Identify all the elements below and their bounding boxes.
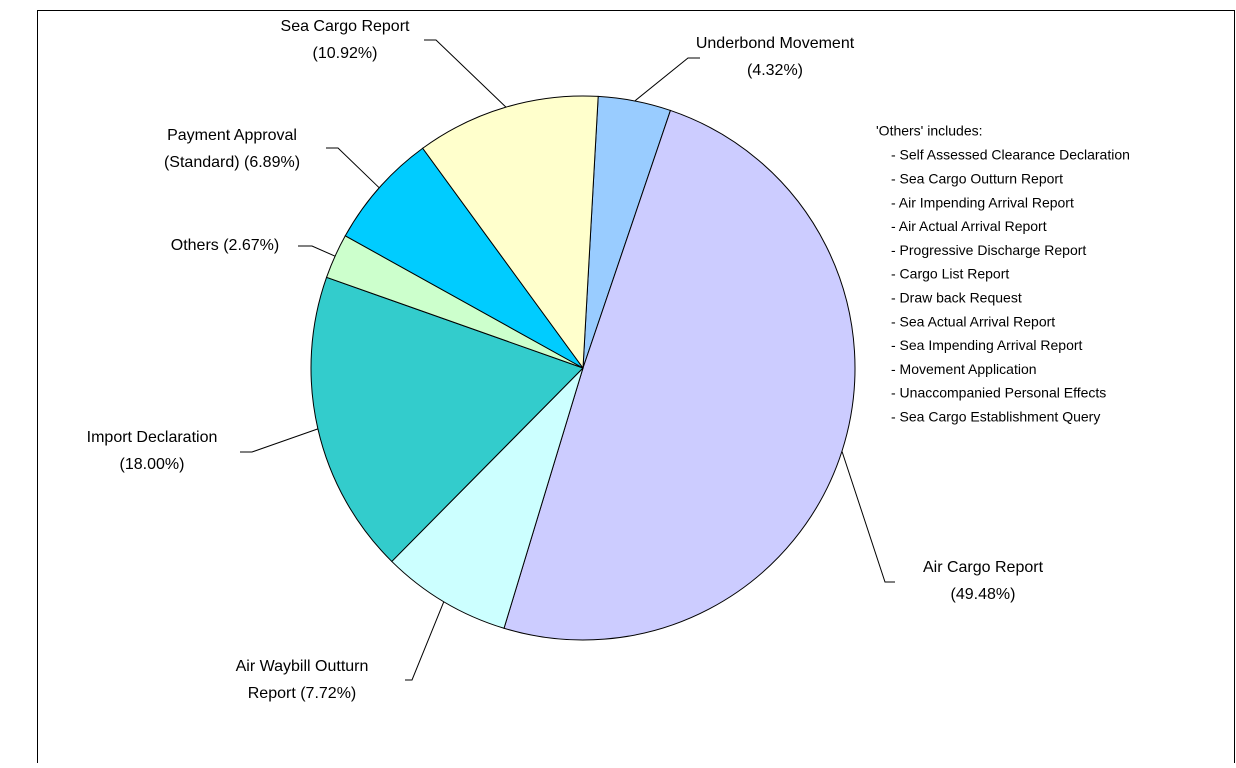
slice-label: Others (2.67%): [171, 237, 279, 254]
note-item: - Self Assessed Clearance Declaration: [891, 147, 1130, 163]
note-item: - Movement Application: [891, 361, 1037, 377]
leader-line: [240, 428, 319, 453]
pie-slice: [344, 147, 584, 369]
slice-label: Report (7.72%): [248, 685, 357, 702]
leader-line: [424, 39, 507, 108]
note-item: - Sea Cargo Establishment Query: [891, 409, 1100, 425]
leader-line: [326, 147, 380, 189]
leader-line: [405, 601, 445, 681]
slice-label: Underbond Movement: [696, 35, 855, 52]
slice-label: (49.48%): [951, 586, 1016, 603]
slice-label: Air Waybill Outturn: [236, 658, 369, 675]
note-item: - Sea Actual Arrival Report: [891, 313, 1055, 329]
slice-label: Sea Cargo Report: [281, 18, 411, 35]
note-item: - Air Impending Arrival Report: [891, 194, 1074, 210]
slice-label: Payment Approval: [167, 127, 297, 144]
leader-line: [634, 57, 700, 102]
leader-line: [841, 451, 895, 583]
note-item: - Air Actual Arrival Report: [891, 218, 1047, 234]
note-item: - Sea Cargo Outturn Report: [891, 171, 1063, 187]
slice-label: (10.92%): [313, 45, 378, 62]
note-item: - Sea Impending Arrival Report: [891, 337, 1083, 353]
note-item: - Cargo List Report: [891, 266, 1009, 282]
slice-label: (4.32%): [747, 62, 803, 79]
pie: [310, 95, 856, 641]
pie-slice: [310, 276, 584, 563]
note-item: - Progressive Discharge Report: [891, 242, 1086, 258]
labels: Underbond Movement (4.32%) Air Cargo Repor…: [87, 18, 1044, 702]
note-item: - Draw back Request: [891, 290, 1022, 306]
leader-line: [298, 245, 336, 257]
slice-label: Import Declaration: [87, 429, 218, 446]
pie-slice: [421, 95, 599, 370]
slice-label: (18.00%): [120, 456, 185, 473]
note-item: - Unaccompanied Personal Effects: [891, 385, 1106, 401]
others-note: 'Others' includes: - Self Assessed Cleara…: [876, 123, 1130, 425]
slice-label: (Standard) (6.89%): [164, 154, 300, 171]
note-title: 'Others' includes:: [876, 123, 983, 139]
slice-label: Air Cargo Report: [923, 559, 1044, 576]
